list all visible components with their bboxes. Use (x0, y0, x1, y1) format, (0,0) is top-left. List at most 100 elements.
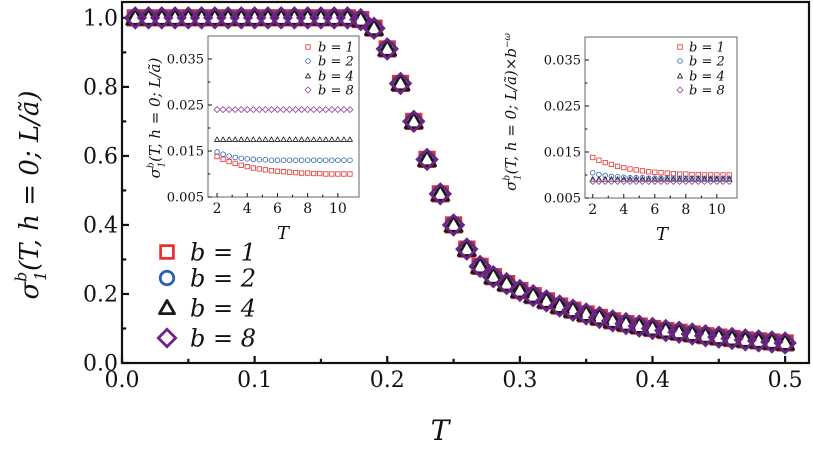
data-point (726, 175, 732, 181)
legend-marker-triangle (304, 73, 312, 79)
plot-frame (584, 36, 738, 199)
data-point (249, 106, 257, 114)
data-point (589, 176, 596, 182)
data-point (595, 177, 603, 185)
data-point (638, 177, 646, 185)
data-point (652, 175, 658, 181)
data-point (608, 176, 615, 182)
series-b4 (589, 176, 733, 182)
data-point (268, 168, 275, 174)
data-point (713, 176, 720, 182)
data-point (521, 283, 545, 308)
legend-marker-triangle (158, 299, 176, 316)
data-point (428, 182, 453, 206)
data-point (334, 136, 341, 142)
data-point (310, 157, 317, 163)
data-point (304, 136, 311, 142)
data-point (627, 166, 633, 172)
data-point (707, 177, 715, 185)
data-point (626, 177, 634, 185)
data-point (268, 157, 275, 163)
data-point (390, 73, 411, 92)
data-point (304, 157, 311, 163)
data-point (773, 331, 797, 355)
legend-marker-circle (677, 58, 683, 64)
y-axis-label: σb1(T, h = 0; L/ã) (146, 58, 168, 179)
y-tick-label: 0.2 (83, 283, 118, 308)
legend-label: b = 8 (318, 84, 354, 99)
legend-label: b = 8 (190, 324, 256, 352)
x-axis-label: T (656, 224, 670, 245)
y-tick-label: 0.6 (83, 145, 118, 170)
data-point (456, 239, 477, 257)
data-point (713, 177, 721, 185)
x-tick-label: 10 (708, 202, 726, 218)
data-point (669, 177, 677, 185)
data-point (701, 175, 708, 181)
data-point (274, 157, 281, 163)
data-point (441, 213, 466, 237)
data-point (496, 273, 517, 292)
data-point (632, 177, 640, 185)
data-point (639, 175, 646, 181)
data-point (688, 177, 696, 185)
data-point (701, 176, 708, 182)
data-point (720, 176, 727, 182)
data-point (587, 305, 612, 330)
data-point (621, 165, 627, 171)
data-point (707, 176, 714, 182)
data-point (595, 176, 602, 182)
data-point (316, 106, 324, 114)
data-point (627, 314, 651, 338)
data-point (250, 136, 257, 142)
y-label-sup: b (12, 272, 30, 282)
data-point (267, 106, 275, 114)
data-point (676, 176, 683, 182)
data-point (664, 176, 671, 182)
data-point (362, 16, 386, 40)
data-point (590, 169, 596, 176)
data-point (232, 160, 238, 167)
data-point (683, 175, 689, 181)
legend-label: b = 4 (190, 294, 256, 322)
data-point (220, 156, 226, 162)
data-point (364, 18, 384, 37)
data-point (311, 170, 317, 177)
data-point (377, 39, 398, 57)
y-label-sub: 1 (32, 271, 50, 281)
data-point (601, 177, 609, 185)
data-point (279, 106, 288, 114)
data-point (670, 176, 677, 182)
data-point (608, 161, 614, 168)
data-point (250, 156, 257, 163)
data-point (481, 264, 506, 289)
data-point (607, 177, 615, 185)
x-tick-label: 0.1 (237, 368, 272, 393)
data-point (468, 254, 492, 279)
legend-label: b = 2 (318, 55, 354, 70)
data-point (633, 176, 640, 182)
data-point (305, 170, 311, 176)
legend-label: b = 4 (318, 70, 354, 85)
y-tick-label: 0.005 (544, 192, 581, 207)
data-point (403, 111, 424, 130)
data-point (244, 156, 250, 162)
data-point (323, 157, 329, 163)
data-point (310, 106, 318, 114)
data-point (589, 177, 597, 185)
legend-marker-diamond (304, 86, 312, 94)
data-point (549, 296, 570, 314)
data-point (652, 169, 658, 175)
y-tick-label: 0.035 (544, 54, 581, 69)
data-point (280, 157, 287, 163)
data-point (645, 169, 652, 175)
legend-label: b = 2 (190, 264, 256, 292)
y-label-sup: b (502, 175, 512, 181)
data-point (651, 176, 658, 182)
legend-marker-diamond (676, 86, 684, 94)
data-point (280, 169, 287, 175)
data-point (720, 175, 726, 181)
data-point (274, 168, 281, 174)
data-point (494, 271, 519, 296)
